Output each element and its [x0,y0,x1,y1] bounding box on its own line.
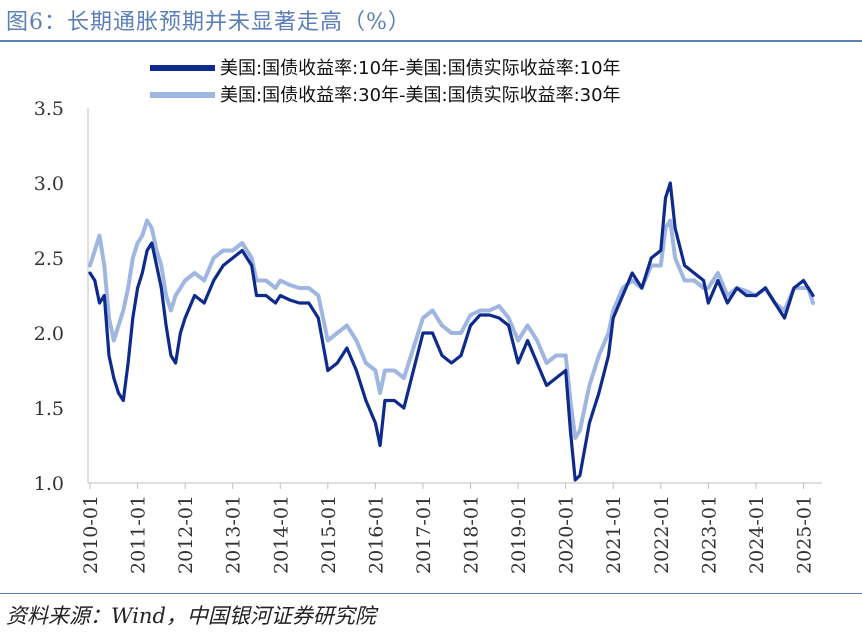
plot-area [88,181,815,482]
x-tick-label: 2017-01 [413,495,435,574]
x-tick-label: 2012-01 [175,495,197,574]
x-tick-label: 2011-01 [128,495,150,574]
title-divider [0,40,862,42]
chart-axes: 1.0 1.5 2.0 2.5 3.0 3.5 2010-01 2011-01 2012-01 2… [34,98,822,574]
series-line-2 [88,218,815,440]
source-note: 资料来源：Wind，中国银河证券研究院 [6,604,376,628]
legend-entry-2: 美国:国债收益率:30年-美国:国债实际收益率:30年 [220,85,621,106]
x-tick-label: 2023-01 [698,495,720,574]
x-tick-label: 2021-01 [603,495,625,574]
x-tick-label: 2025-01 [793,495,815,574]
series-line-1 [88,181,815,482]
x-tick-label: 2015-01 [318,495,340,574]
y-tick-label: 2.0 [34,323,64,345]
x-tick-label: 2022-01 [651,495,673,574]
x-tick-label: 2019-01 [508,495,530,574]
x-tick-label: 2014-01 [270,495,292,574]
y-tick-label: 1.0 [34,473,64,495]
x-tick-label: 2018-01 [461,495,483,574]
y-tick-label: 1.5 [34,398,64,420]
y-tick-label: 3.5 [34,98,64,120]
figure-title: 图6：长期通胀预期并未显著走高（%） [6,10,411,35]
y-tick-label: 2.5 [34,248,64,270]
x-tick-label: 2020-01 [556,495,578,574]
y-tick-label: 3.0 [34,173,64,195]
x-tick-label: 2013-01 [223,495,245,574]
legend-entry-1: 美国:国债收益率:10年-美国:国债实际收益率:10年 [220,58,621,79]
legend: 美国:国债收益率:10年-美国:国债实际收益率:10年美国:国债收益率:30年-… [150,58,621,106]
line-chart: 美国:国债收益率:10年-美国:国债实际收益率:10年美国:国债收益率:30年-… [34,58,822,574]
x-tick-label: 2010-01 [80,495,102,574]
x-tick-label: 2016-01 [365,495,387,574]
source-divider [0,593,862,594]
x-tick-label: 2024-01 [746,495,768,574]
